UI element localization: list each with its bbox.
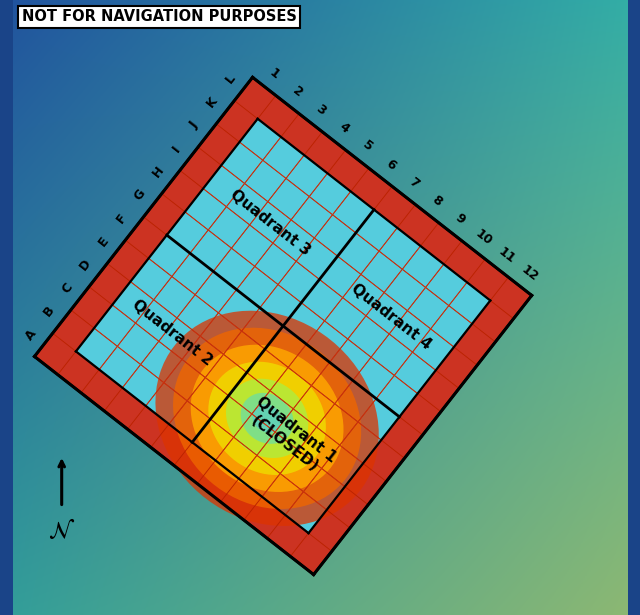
Text: Quadrant 4: Quadrant 4 [349,281,434,352]
Text: 5: 5 [360,138,374,154]
Text: K: K [204,95,221,110]
Polygon shape [173,328,361,509]
Polygon shape [35,77,532,574]
Text: C: C [59,280,75,296]
Text: Quadrant 1
(CLOSED): Quadrant 1 (CLOSED) [242,394,339,479]
Text: L: L [223,72,238,86]
Text: 4: 4 [337,121,351,136]
Text: 3: 3 [314,102,328,117]
Text: $\mathcal{N}$: $\mathcal{N}$ [48,518,76,544]
Text: I: I [170,143,182,154]
Polygon shape [208,362,326,475]
Text: 9: 9 [453,211,468,227]
Text: 12: 12 [519,263,541,284]
Text: Quadrant 3: Quadrant 3 [228,186,313,258]
Polygon shape [191,344,344,492]
Text: 10: 10 [473,227,495,248]
Text: H: H [150,164,166,180]
Text: J: J [188,120,201,132]
Text: 2: 2 [290,84,305,100]
Polygon shape [226,379,308,458]
Text: E: E [96,234,111,249]
Text: D: D [77,257,93,273]
Text: 8: 8 [429,193,444,208]
Polygon shape [156,311,379,526]
Polygon shape [252,404,282,432]
Polygon shape [241,393,294,444]
Text: 1: 1 [267,66,282,81]
Text: 7: 7 [406,175,421,191]
Text: B: B [41,304,57,319]
Text: A: A [22,327,39,343]
Text: Quadrant 2: Quadrant 2 [130,298,216,369]
Text: F: F [114,211,129,226]
Text: G: G [132,187,148,204]
Text: 6: 6 [383,157,398,172]
Text: NOT FOR NAVIGATION PURPOSES: NOT FOR NAVIGATION PURPOSES [22,9,296,24]
Text: 11: 11 [496,245,518,266]
Polygon shape [76,119,490,533]
